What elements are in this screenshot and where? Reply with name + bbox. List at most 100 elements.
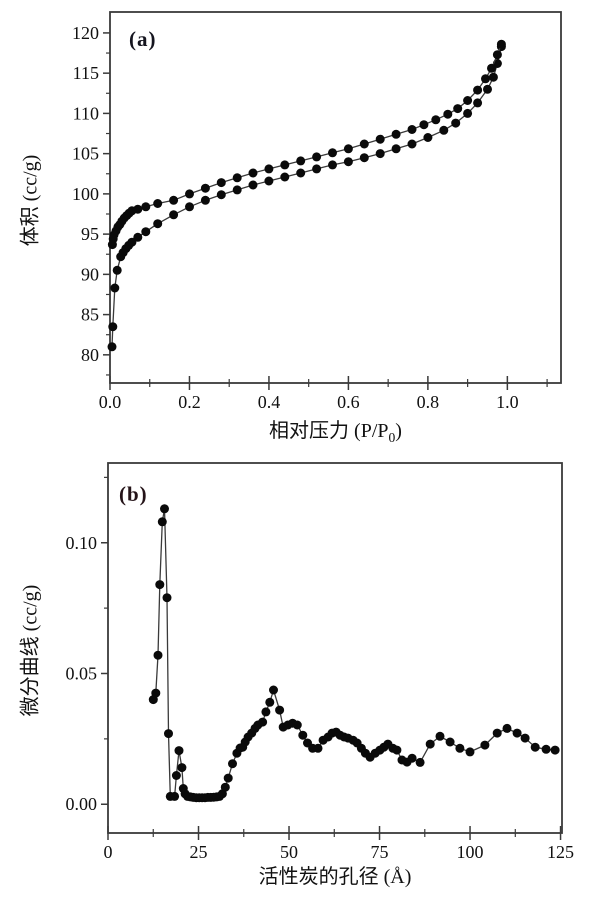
data-point-desorption-branch: [296, 156, 306, 166]
data-point-pore-size-distribution: [435, 731, 445, 741]
y-tick-label: 95: [81, 224, 99, 244]
data-point-adsorption-branch: [200, 195, 210, 205]
data-point-desorption-branch: [359, 139, 369, 149]
data-point-adsorption-branch: [153, 219, 163, 229]
data-point-adsorption-branch: [375, 149, 385, 159]
data-point-adsorption-branch: [439, 125, 449, 135]
data-point-pore-size-distribution: [258, 717, 268, 727]
series-line-adsorption-branch: [111, 46, 503, 347]
panel-a-x-axis-title-text: 相对压力 (P/P: [269, 420, 389, 442]
data-point-pore-size-distribution: [520, 733, 530, 743]
panel-b-y-axis-title: 微分曲线 (cc/g): [19, 584, 42, 717]
series-line-pore-size-distribution: [152, 508, 556, 799]
data-point-adsorption-branch: [108, 322, 118, 332]
data-point-desorption-branch: [264, 164, 274, 174]
x-tick-label: 25: [190, 842, 208, 862]
data-point-pore-size-distribution: [512, 728, 522, 738]
data-point-desorption-branch: [453, 104, 463, 114]
data-point-desorption-branch: [248, 168, 258, 178]
data-point-desorption-branch: [419, 120, 429, 130]
x-tick-label: 50: [280, 842, 298, 862]
data-point-desorption-branch: [280, 160, 290, 170]
panel-a-x-axis-title-suffix: ): [395, 420, 402, 442]
data-point-adsorption-branch: [169, 210, 179, 220]
data-point-adsorption-branch: [141, 227, 151, 237]
data-point-adsorption-branch: [112, 265, 122, 275]
data-point-desorption-branch: [463, 96, 473, 105]
data-point-pore-size-distribution: [455, 743, 465, 753]
x-tick-label: 0.6: [337, 392, 360, 412]
x-tick-label: 0.4: [258, 392, 281, 412]
data-point-pore-size-distribution: [157, 517, 167, 527]
data-point-pore-size-distribution: [425, 739, 435, 749]
data-point-desorption-branch: [216, 178, 226, 188]
y-tick-label: 85: [81, 305, 99, 325]
panel-a-y-axis-title: 体积 (cc/g): [19, 154, 42, 247]
y-tick-label: 115: [73, 63, 99, 83]
data-point-pore-size-distribution: [407, 753, 417, 763]
data-point-pore-size-distribution: [530, 742, 540, 752]
x-tick-label: 0: [104, 842, 113, 862]
data-point-pore-size-distribution: [313, 743, 323, 753]
data-point-pore-size-distribution: [269, 685, 278, 695]
data-point-adsorption-branch: [473, 98, 483, 108]
data-point-adsorption-branch: [248, 180, 258, 190]
data-point-pore-size-distribution: [502, 723, 512, 733]
plot-frame: [109, 11, 562, 384]
data-point-adsorption-branch: [463, 108, 473, 118]
x-tick-label: 1.0: [496, 392, 519, 412]
y-tick-label: 90: [81, 264, 99, 284]
data-point-desorption-branch: [443, 109, 453, 119]
y-tick-label: 0.00: [66, 794, 98, 814]
data-point-pore-size-distribution: [465, 747, 475, 757]
data-point-adsorption-branch: [407, 139, 417, 149]
data-point-adsorption-branch: [312, 164, 322, 174]
data-point-pore-size-distribution: [445, 737, 455, 747]
data-point-desorption-branch: [232, 173, 242, 183]
data-point-adsorption-branch: [391, 144, 401, 154]
data-point-adsorption-branch: [232, 185, 242, 195]
data-point-pore-size-distribution: [541, 744, 551, 754]
adsorption-isotherm-chart: 0.0 0.2 0.4 0.6 0.8 1.0 80 85 90 95 100 105 110 115 12…: [72, 11, 562, 412]
data-point-pore-size-distribution: [170, 791, 180, 801]
data-point-desorption-branch: [141, 202, 151, 212]
data-point-adsorption-branch: [423, 133, 433, 142]
data-point-adsorption-branch: [343, 157, 353, 167]
data-point-adsorption-branch: [110, 283, 120, 293]
x-tick-label: 0.0: [99, 392, 122, 412]
data-point-desorption-branch: [431, 115, 441, 125]
panel-a-label: (a): [129, 27, 157, 51]
data-point-desorption-branch: [169, 195, 179, 205]
x-tick-label: 0.8: [417, 392, 440, 412]
data-point-pore-size-distribution: [174, 746, 184, 756]
panel-b-x-axis-title: 活性炭的孔径 (Å): [108, 860, 562, 892]
data-point-pore-size-distribution: [162, 593, 172, 603]
data-point-pore-size-distribution: [223, 773, 233, 783]
data-point-adsorption-branch: [328, 160, 337, 170]
data-point-desorption-branch: [407, 125, 417, 134]
data-point-desorption-branch: [473, 85, 483, 95]
data-point-desorption-branch: [492, 50, 502, 60]
data-point-adsorption-branch: [451, 118, 461, 128]
data-point-pore-size-distribution: [492, 728, 502, 738]
data-point-adsorption-branch: [107, 342, 117, 352]
y-tick-label: 0.05: [66, 663, 98, 683]
data-point-pore-size-distribution: [550, 745, 560, 755]
data-point-adsorption-branch: [359, 153, 369, 163]
x-tick-label: 125: [547, 842, 574, 862]
data-point-desorption-branch: [496, 39, 506, 49]
panel-a-x-axis-title-subscript: 0: [388, 430, 396, 445]
data-point-desorption-branch: [328, 148, 337, 158]
data-point-adsorption-branch: [483, 84, 492, 94]
data-point-pore-size-distribution: [160, 504, 169, 514]
panel-b-label: (b): [119, 482, 148, 506]
data-point-adsorption-branch: [133, 232, 143, 242]
panel-b-x-axis-title-text: 活性炭的孔径 (Å): [258, 866, 412, 888]
pore-size-distribution-chart: 0 25 50 75 100 125 0.00 0.05 0.10: [66, 462, 574, 862]
data-point-adsorption-branch: [488, 72, 498, 82]
y-tick-label: 80: [81, 345, 99, 365]
x-tick-label: 0.2: [178, 392, 201, 412]
data-point-desorption-branch: [107, 240, 117, 250]
data-point-adsorption-branch: [296, 168, 306, 178]
